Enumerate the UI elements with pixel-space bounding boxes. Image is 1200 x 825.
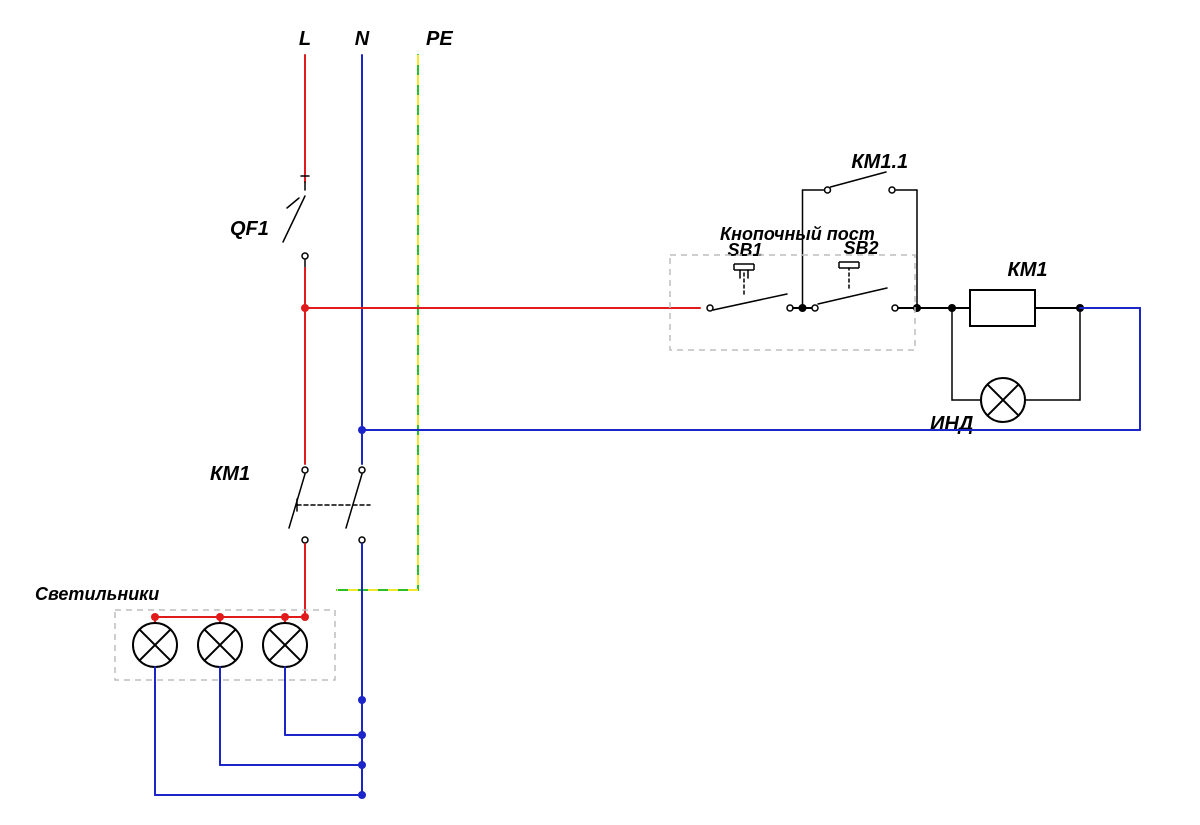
label-N: N <box>355 28 370 50</box>
label-QF1: QF1 <box>230 218 269 240</box>
label-KM1-coil: КМ1 <box>1007 259 1047 281</box>
label-PE: PE <box>426 28 453 50</box>
coil-KM1 <box>970 290 1035 326</box>
electrical-schematic: LNPEQF1КМ1СветильникиSB1SB2КМ1.1Кнопочны… <box>0 0 1200 825</box>
label-KM1-aux: КМ1.1 <box>851 151 908 173</box>
label-button-box: Кнопочный пост <box>720 224 875 244</box>
label-L: L <box>299 28 311 50</box>
label-IND: ИНД <box>930 413 973 435</box>
label-lamps: Светильники <box>35 584 159 604</box>
lamp-2 <box>198 623 242 667</box>
button-station-box <box>670 255 915 350</box>
label-KM1-contact: КМ1 <box>210 463 250 485</box>
lamp-3 <box>263 623 307 667</box>
lamp-1 <box>133 623 177 667</box>
